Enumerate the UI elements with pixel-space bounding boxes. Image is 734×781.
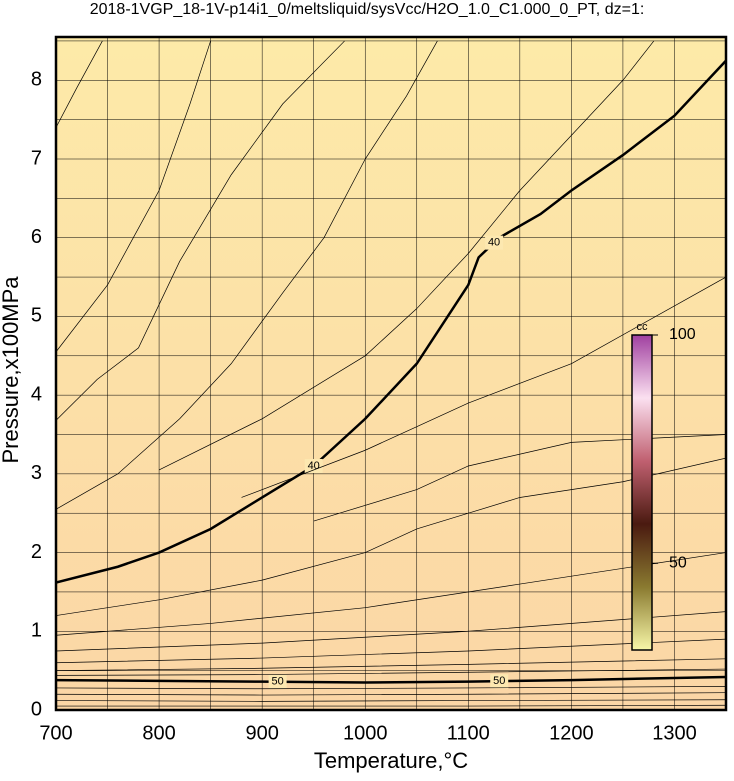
x-tick-label: 1000 [343, 722, 388, 744]
y-tick-label: 6 [31, 226, 42, 248]
contour-line [56, 692, 726, 696]
y-tick-label: 7 [31, 147, 42, 169]
contour-line [56, 699, 726, 702]
contour-line [56, 40, 211, 353]
x-tick-label: 900 [245, 722, 278, 744]
y-axis-label: Pressure,x100MPa [0, 276, 23, 464]
y-tick-label: 1 [31, 620, 42, 642]
x-tick-label: 1100 [447, 722, 490, 744]
y-tick-label: 4 [31, 383, 42, 405]
colorbar [631, 334, 653, 651]
plot-frame [54, 35, 728, 712]
contour-line [56, 552, 726, 636]
contour-label-bg [485, 235, 504, 250]
contour-line [56, 40, 345, 421]
y-tick-label: 8 [31, 69, 42, 91]
chart-title: 2018-1VGP_18-1V-p14i1_0/meltsliquid/sysV… [90, 1, 645, 18]
contour-line [56, 658, 726, 671]
colorbar-tick-label: 50 [669, 554, 687, 571]
x-tick-label: 1300 [652, 722, 697, 744]
contour-line [241, 276, 726, 498]
contour-label: 40 [488, 237, 500, 249]
colorbar-tick-label: 100 [669, 326, 696, 343]
contour-line [56, 686, 726, 690]
contour-line [56, 59, 726, 584]
contour-label-bg [304, 458, 323, 473]
contour-label-bg [268, 674, 287, 689]
contour-line [56, 40, 438, 510]
contour-label: 50 [493, 675, 505, 687]
contour-line [56, 457, 726, 616]
y-tick-label: 3 [31, 462, 42, 484]
contour-line [56, 668, 726, 676]
contour-line [56, 675, 726, 684]
colorbar-label: cc [637, 321, 649, 333]
contour-line [56, 704, 726, 707]
x-tick-label: 700 [39, 722, 72, 744]
contour-label: 50 [271, 676, 283, 688]
contour-label-bg [490, 674, 509, 689]
contour-line [56, 40, 103, 128]
contour-line [313, 434, 726, 522]
contour-line [56, 638, 726, 664]
contour-line [158, 40, 655, 471]
y-tick-label: 5 [31, 305, 42, 327]
x-axis-label: Temperature,°C [314, 748, 468, 773]
x-tick-label: 1200 [549, 722, 594, 744]
contour-line [56, 611, 726, 652]
y-tick-label: 2 [31, 541, 42, 563]
plot-background [56, 37, 726, 710]
y-tick-label: 0 [31, 698, 42, 720]
x-tick-label: 800 [142, 722, 175, 744]
